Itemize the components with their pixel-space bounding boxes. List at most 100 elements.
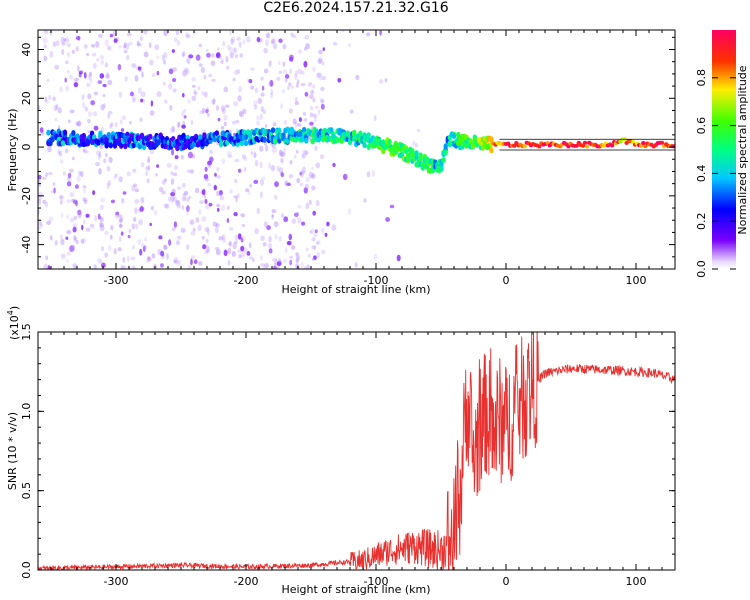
noise-speck — [175, 240, 180, 246]
snr-frame — [37, 331, 676, 571]
noise-speck — [105, 74, 110, 79]
noise-speck — [168, 196, 171, 203]
noise-speck — [134, 75, 139, 82]
noise-speck — [73, 237, 78, 242]
noise-speck — [262, 242, 267, 247]
noise-speck — [243, 248, 248, 253]
noise-speck — [77, 120, 81, 127]
noise-speck — [237, 95, 242, 102]
x-tick-label: -100 — [364, 274, 389, 287]
noise-speck — [310, 228, 315, 234]
noise-speck — [260, 191, 263, 199]
noise-speck — [260, 235, 265, 242]
noise-speck — [262, 109, 266, 115]
noise-speck — [205, 244, 209, 250]
noise-speck — [215, 190, 221, 197]
noise-speck — [288, 82, 292, 87]
noise-speck — [119, 216, 123, 223]
noise-speck — [137, 87, 142, 94]
noise-speck — [163, 52, 168, 59]
noise-speck — [195, 217, 200, 223]
noise-speck — [182, 120, 186, 126]
noise-speck — [93, 264, 97, 269]
noise-speck — [172, 88, 177, 93]
noise-speck — [286, 182, 291, 186]
x-tick-label: -100 — [364, 575, 389, 588]
noise-speck — [49, 235, 53, 241]
noise-speck — [240, 213, 246, 218]
noise-speck — [107, 110, 113, 115]
noise-speck — [311, 185, 316, 191]
x-tick-label: -200 — [234, 274, 259, 287]
noise-speck — [209, 150, 213, 154]
noise-speck — [238, 41, 242, 48]
noise-speck — [304, 150, 309, 156]
noise-speck — [48, 94, 52, 101]
noise-speck — [57, 107, 62, 114]
noise-speck — [38, 178, 41, 184]
noise-speck — [300, 170, 306, 175]
ridge-point — [302, 126, 307, 133]
noise-speck — [276, 165, 280, 172]
noise-speck — [218, 190, 223, 196]
noise-speck — [341, 30, 345, 33]
noise-speck — [132, 244, 135, 250]
noise-speck — [60, 238, 65, 246]
noise-speck — [64, 37, 69, 43]
noise-speck — [254, 159, 259, 167]
noise-speck — [226, 218, 230, 223]
noise-speck — [66, 176, 72, 182]
noise-speck — [80, 171, 84, 178]
noise-speck — [95, 41, 100, 48]
noise-speck — [385, 217, 390, 222]
noise-speck — [140, 196, 145, 204]
noise-speck — [288, 108, 293, 114]
noise-speck — [207, 163, 212, 169]
ridge-point — [75, 133, 80, 140]
noise-speck — [217, 117, 221, 122]
noise-speck — [300, 70, 305, 75]
noise-speck — [158, 235, 163, 240]
noise-speck — [131, 184, 136, 192]
noise-speck — [195, 54, 201, 61]
noise-speck — [309, 105, 314, 111]
ridge-point — [248, 133, 253, 140]
noise-speck — [286, 240, 292, 246]
noise-speck — [163, 30, 168, 36]
colorbar-gradient — [712, 30, 736, 269]
noise-speck — [276, 261, 282, 267]
noise-speck — [126, 32, 132, 37]
noise-speck — [228, 227, 234, 231]
noise-speck — [219, 195, 225, 201]
noise-speck — [234, 69, 238, 76]
colorbar-tick-label: 0.6 — [695, 117, 708, 135]
noise-speck — [315, 105, 319, 110]
noise-speck — [177, 259, 181, 266]
noise-speck — [384, 78, 388, 83]
noise-speck — [60, 36, 65, 44]
noise-speck — [366, 171, 371, 178]
noise-speck — [314, 229, 318, 233]
noise-speck — [185, 209, 189, 216]
noise-speck — [166, 162, 172, 168]
noise-speck — [87, 118, 91, 124]
noise-speck — [172, 196, 177, 202]
noise-speck — [292, 34, 297, 39]
noise-speck — [313, 245, 316, 251]
noise-speck — [260, 76, 264, 81]
noise-speck — [45, 172, 48, 177]
noise-speck — [92, 190, 96, 196]
noise-speck — [240, 111, 245, 118]
noise-speck — [112, 32, 116, 37]
noise-speck — [256, 36, 261, 43]
noise-speck — [115, 211, 120, 216]
noise-speck — [121, 197, 125, 204]
noise-speck — [284, 180, 288, 187]
noise-speck — [59, 195, 64, 200]
noise-speck — [301, 153, 306, 159]
noise-speck — [277, 61, 281, 65]
noise-speck — [123, 41, 127, 49]
noise-speck — [293, 212, 299, 217]
noise-speck — [192, 227, 196, 232]
noise-speck — [143, 30, 148, 35]
